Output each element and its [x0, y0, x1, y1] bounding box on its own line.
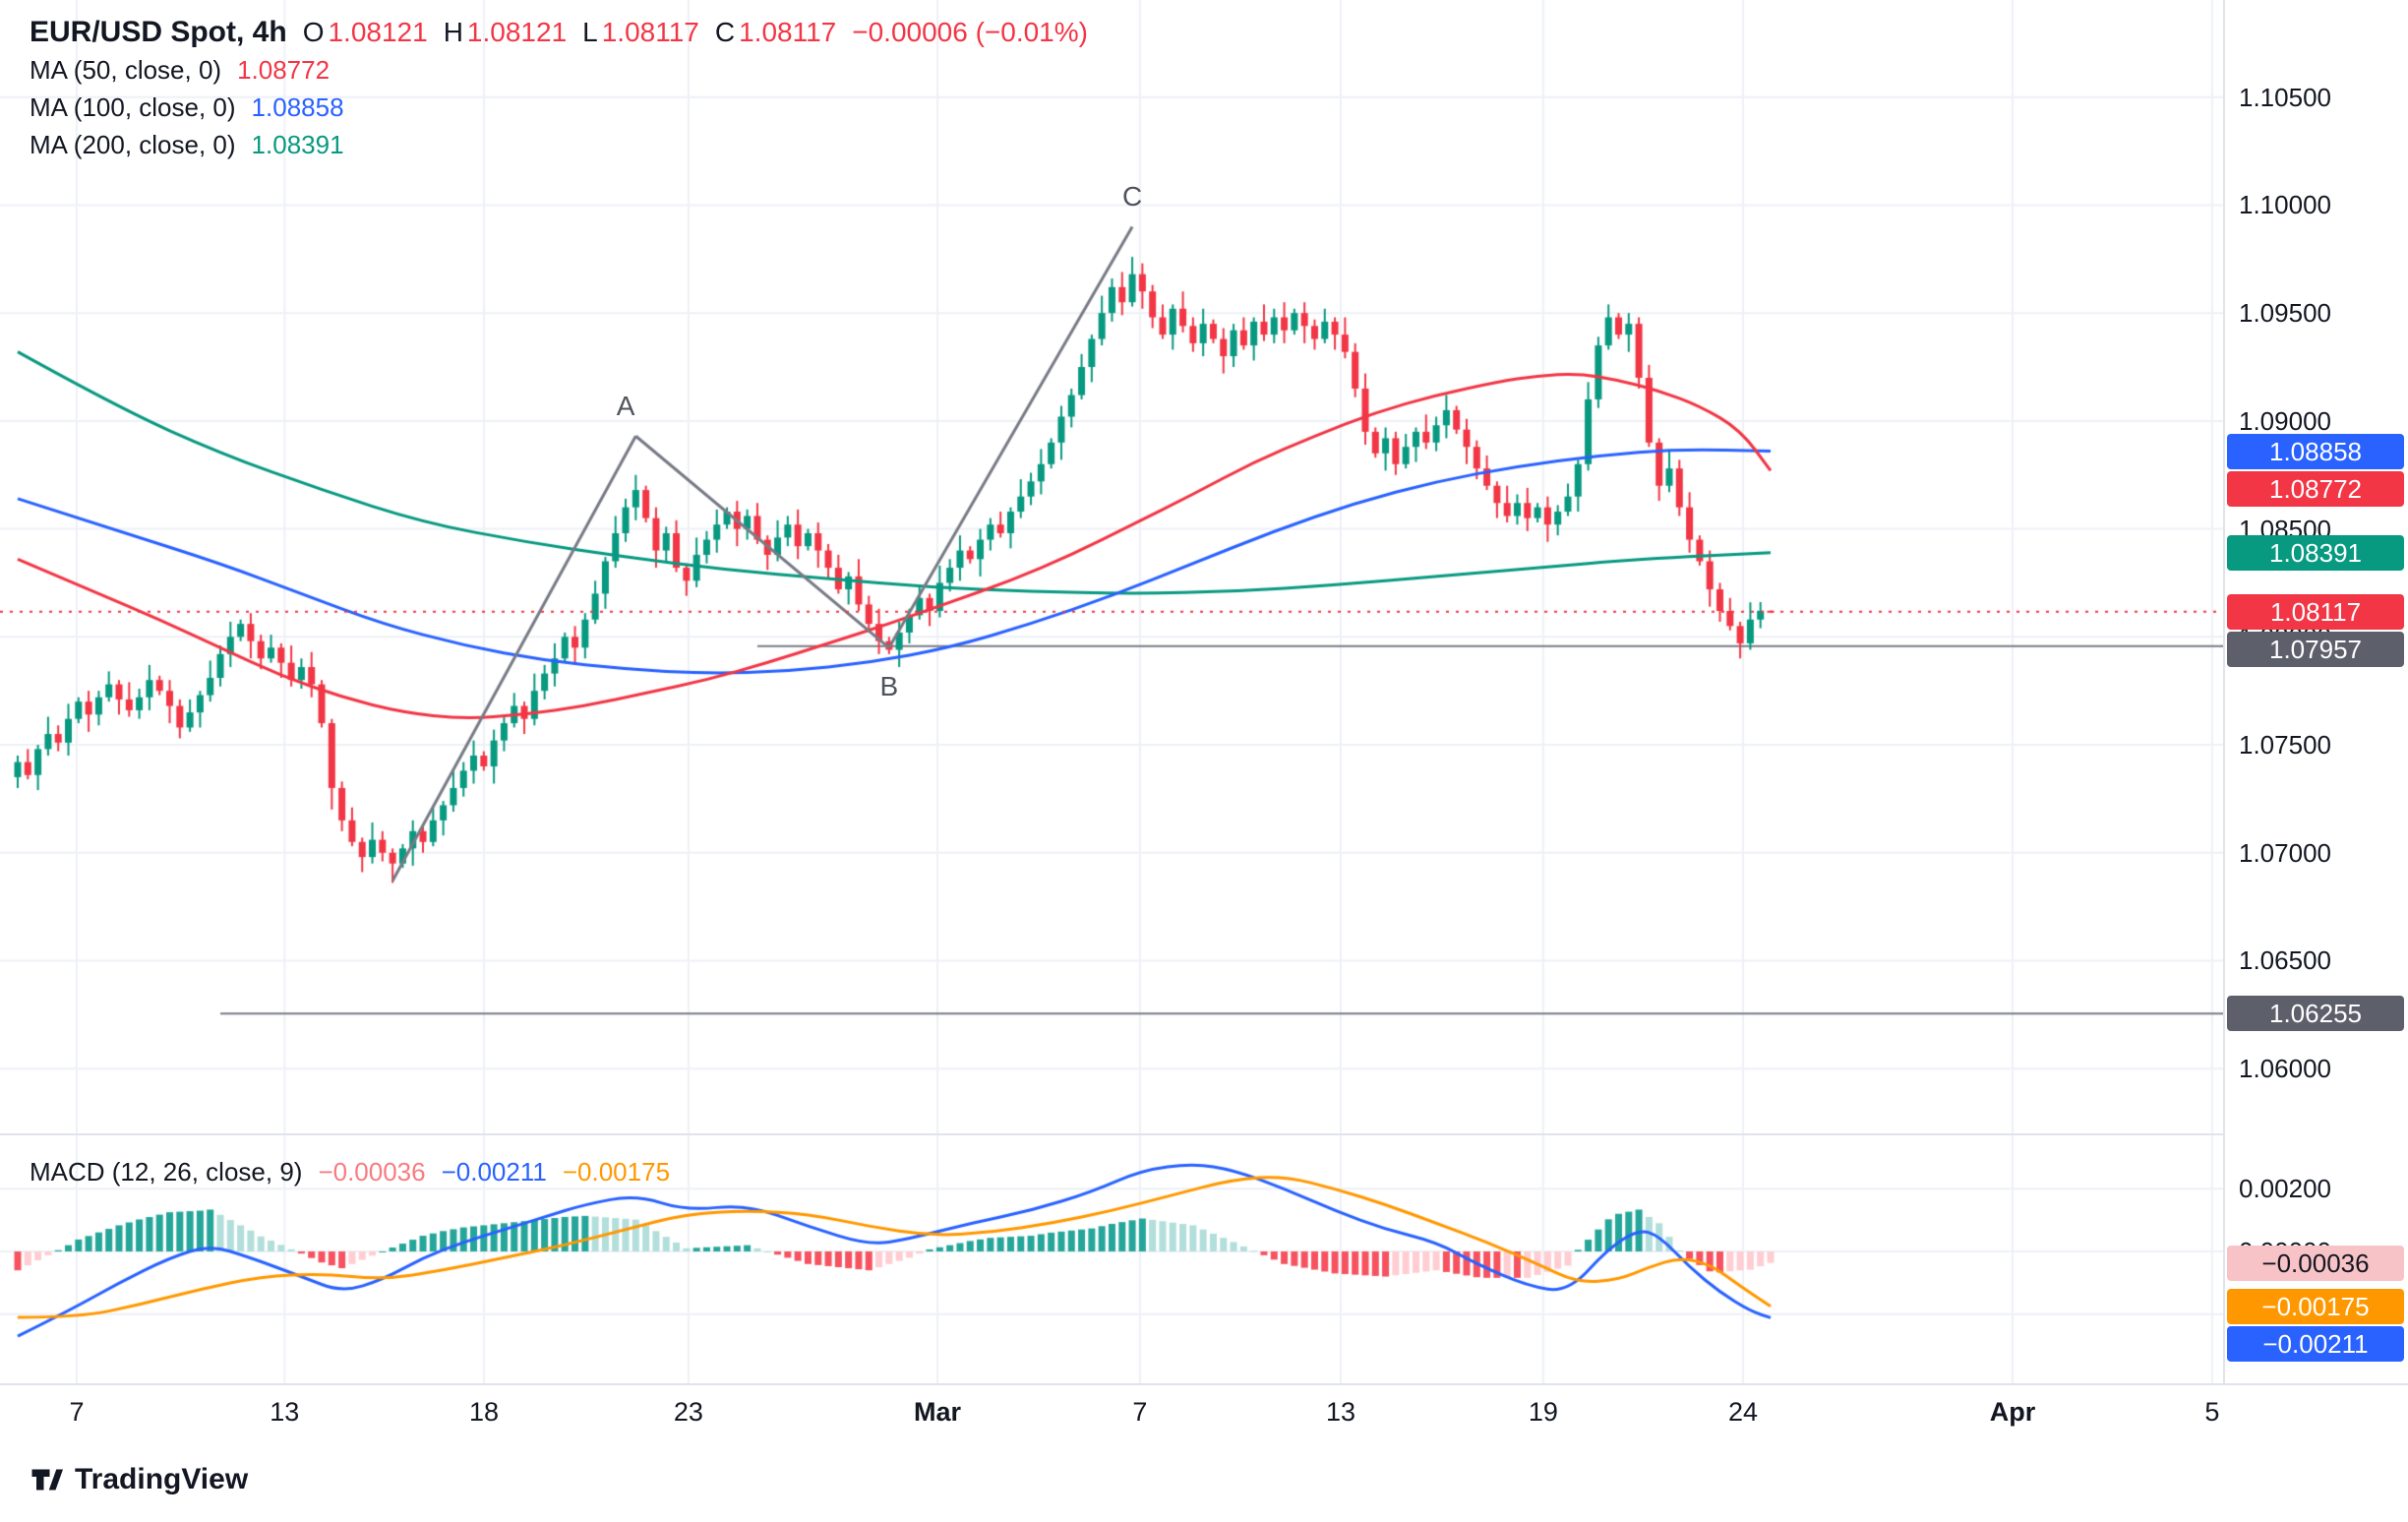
- macd-signal-badge: −0.00175: [2227, 1288, 2404, 1324]
- price-tick-label: 1.06500: [2239, 945, 2331, 976]
- footer: TradingView: [28, 1462, 248, 1497]
- macd-line-value: −0.00211: [441, 1156, 547, 1187]
- macd-legend: MACD (12, 26, close, 9) −0.00036 −0.0021…: [30, 1153, 670, 1190]
- macd-line-badge: −0.00211: [2227, 1325, 2404, 1362]
- ma50-value: 1.08772: [237, 54, 331, 85]
- brand-name[interactable]: TradingView: [75, 1463, 249, 1495]
- trendline-point-label-a: A: [616, 390, 635, 421]
- time-label: Apr: [1989, 1397, 2036, 1427]
- trendline-point-label-c: C: [1121, 180, 1143, 212]
- ohlc-low: L 1.08117: [582, 17, 699, 47]
- ma200-label: MA (200, close, 0): [30, 129, 236, 159]
- price-tick-label: 1.09500: [2239, 298, 2331, 329]
- price-tick-label: 1.06000: [2239, 1054, 2331, 1084]
- time-axis[interactable]: [0, 1383, 2408, 1444]
- change-value: −0.00006 (−0.01%): [852, 17, 1088, 47]
- time-label: 7: [69, 1397, 85, 1427]
- time-label: 23: [673, 1397, 703, 1427]
- price-tick-label: 1.10000: [2239, 190, 2331, 220]
- symbol-row[interactable]: EUR/USD Spot, 4h O 1.08121 H 1.08121 L 1.08…: [30, 14, 1088, 51]
- ma50-price-badge: 1.08772: [2227, 471, 2404, 508]
- price-tick-label: 1.07000: [2239, 837, 2331, 868]
- ohlc-high: H 1.08121: [443, 17, 568, 47]
- time-label: 18: [468, 1397, 500, 1427]
- ma100-value: 1.08858: [251, 91, 344, 122]
- symbol-legend: EUR/USD Spot, 4h O 1.08121 H 1.08121 L 1.08…: [30, 14, 1088, 163]
- last-price-badge: 1.08117: [2227, 593, 2404, 630]
- macd-signal-value: −0.00175: [562, 1156, 671, 1187]
- price-tick-label: 1.10500: [2239, 82, 2331, 112]
- tradingview-logo-icon[interactable]: [28, 1462, 63, 1497]
- ma100-price-badge: 1.08858: [2227, 434, 2404, 470]
- ma50-label: MA (50, close, 0): [30, 54, 222, 85]
- time-label: 7: [1132, 1397, 1148, 1427]
- ma200-price-badge: 1.08391: [2227, 534, 2404, 571]
- time-label: Mar: [914, 1397, 962, 1427]
- ma100-label: MA (100, close, 0): [30, 91, 236, 122]
- ma200-legend-row[interactable]: MA (200, close, 0) 1.08391: [30, 126, 1088, 163]
- pane-separator[interactable]: [0, 1133, 2408, 1135]
- time-label: 13: [270, 1397, 300, 1427]
- ohlc-close: C 1.08117: [714, 17, 837, 47]
- macd-legend-row[interactable]: MACD (12, 26, close, 9) −0.00036 −0.0021…: [30, 1153, 670, 1190]
- ohlc-open: O 1.08121: [302, 17, 428, 47]
- macd-label: MACD (12, 26, close, 9): [30, 1156, 303, 1187]
- price-tick-label: 1.07500: [2239, 730, 2331, 761]
- lower-support-level-badge: 1.06255: [2227, 996, 2404, 1032]
- time-label: 24: [1728, 1397, 1759, 1427]
- macd-hist-value: −0.00036: [318, 1156, 426, 1187]
- time-label: 13: [1325, 1397, 1356, 1427]
- price-tick-label: 1.09000: [2239, 405, 2331, 436]
- symbol-title[interactable]: EUR/USD Spot, 4h: [30, 16, 287, 48]
- support-level-badge: 1.07957: [2227, 631, 2404, 667]
- ma100-legend-row[interactable]: MA (100, close, 0) 1.08858: [30, 89, 1088, 126]
- trendline-point-label-b: B: [879, 670, 899, 701]
- time-label: 5: [2204, 1397, 2220, 1427]
- macd-histogram-badge: −0.00036: [2227, 1245, 2404, 1281]
- time-label: 19: [1528, 1397, 1558, 1427]
- ma50-legend-row[interactable]: MA (50, close, 0) 1.08772: [30, 51, 1088, 89]
- macd-tick-label: 0.00200: [2239, 1174, 2331, 1204]
- ma200-value: 1.08391: [251, 129, 344, 159]
- price-axis[interactable]: [2223, 0, 2408, 1444]
